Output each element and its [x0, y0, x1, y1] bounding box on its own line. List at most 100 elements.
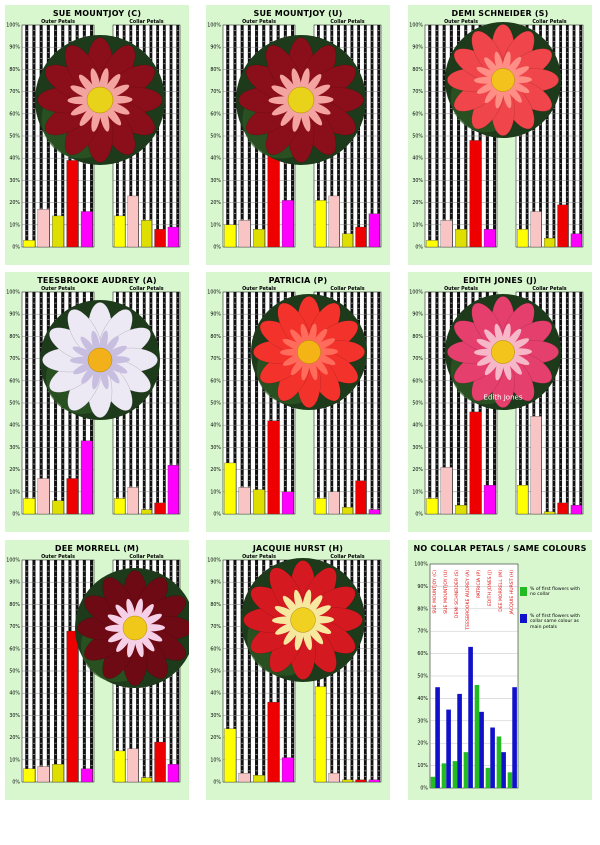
y-tick-label: 100%: [409, 290, 423, 296]
bar: [355, 226, 367, 248]
bar: [80, 211, 93, 248]
y-tick-label: 20%: [9, 467, 20, 473]
y-tick-label: 50%: [9, 401, 20, 407]
y-tick-label: 0%: [12, 512, 20, 518]
y-tick-label: 70%: [210, 356, 221, 362]
bar: [167, 226, 179, 248]
y-tick-label: 10%: [9, 222, 20, 228]
y-tick-label: 0%: [213, 512, 221, 518]
y-tick-label: 100%: [207, 290, 221, 296]
y-tick-label: 40%: [412, 423, 423, 429]
chart-panel: EDITH JONES (J) 0% 10% 20% 30% 40% 50% 60% 70% 8…: [408, 272, 592, 532]
y-tick-label: 50%: [412, 401, 423, 407]
y-tick-label: 90%: [412, 45, 423, 51]
y-tick-label: 30%: [210, 178, 221, 184]
y-tick-label: 10%: [9, 489, 20, 495]
y-tick-label: 10%: [210, 489, 221, 495]
bar: [23, 498, 36, 515]
y-tick-label: 50%: [9, 134, 20, 140]
bar: [37, 209, 50, 248]
y-tick-label: 60%: [210, 111, 221, 117]
y-tick-label: 60%: [412, 111, 423, 117]
chart-title: SUE MOUNTJOY (C): [52, 9, 142, 18]
y-tick-label: 10%: [210, 222, 221, 228]
bar: [114, 498, 126, 515]
flower-center: [86, 86, 114, 114]
y-tick-label: 30%: [412, 445, 423, 451]
chart-plot: 0% 10% 20% 30% 40% 50% 60% 70% 80% 90% 100% Outer P…: [409, 19, 584, 251]
y-tick-label: 50%: [210, 134, 221, 140]
bar: [37, 478, 50, 515]
subchart-label: Collar Petals: [330, 286, 364, 292]
bar: [315, 200, 327, 248]
y-tick-label: 80%: [412, 334, 423, 340]
bar: [267, 420, 280, 515]
y-tick-label: 0%: [213, 245, 221, 251]
bar: [224, 224, 237, 248]
y-tick-label: 20%: [412, 200, 423, 206]
y-tick-label: 70%: [412, 356, 423, 362]
bar: [355, 480, 367, 515]
bar: [224, 462, 237, 515]
y-tick-label: 80%: [412, 67, 423, 73]
subchart-label: Outer Petals: [242, 286, 276, 292]
bar: [426, 498, 439, 515]
chart-title: PATRICIA (P): [268, 276, 328, 285]
bar: [368, 509, 380, 515]
bar: [66, 478, 79, 515]
bar: [368, 213, 380, 248]
chart-title: SUE MOUNTJOY (U): [253, 9, 343, 18]
subchart-label: Outer Petals: [444, 19, 478, 25]
bar: [328, 195, 340, 248]
flower-photo: [445, 22, 561, 138]
chart-panel: TEESBROOKE AUDREY (A) 0% 10% 20% 30% 40% 50% 6…: [5, 272, 189, 532]
y-tick-label: 60%: [412, 378, 423, 384]
bar: [52, 500, 64, 515]
bar: [440, 220, 453, 248]
bar: [140, 509, 153, 515]
bar: [114, 215, 126, 248]
chart-title: DEMI SCHNEIDER (S): [451, 9, 549, 18]
chart-plot: 0% 10% 20% 30% 40% 50% 60% 70% 80% 90% 100% Outer P…: [6, 19, 181, 251]
chart-plot: 0% 10% 20% 30% 40% 50% 60% 70% 80% 90% 100% Outer P…: [207, 19, 382, 251]
y-tick-label: 20%: [412, 467, 423, 473]
bar: [426, 240, 439, 248]
y-tick-label: 90%: [9, 312, 20, 318]
y-tick-label: 0%: [415, 512, 423, 518]
y-tick-label: 30%: [210, 445, 221, 451]
y-tick-label: 30%: [9, 178, 20, 184]
subchart-label: Collar Petals: [129, 286, 163, 292]
y-tick-label: 90%: [412, 312, 423, 318]
y-tick-label: 40%: [412, 156, 423, 162]
subchart-label: Outer Petals: [41, 286, 75, 292]
flower-center: [491, 68, 515, 92]
bar: [455, 229, 467, 248]
y-tick-label: 40%: [9, 423, 20, 429]
flower-photo: [236, 35, 366, 165]
y-tick-label: 30%: [412, 178, 423, 184]
y-tick-label: 40%: [9, 156, 20, 162]
y-tick-label: 60%: [210, 378, 221, 384]
y-tick-label: 80%: [9, 67, 20, 73]
bar: [52, 215, 64, 248]
chart-panel: DEMI SCHNEIDER (S) 0% 10% 20% 30% 40% 50% 60% 7…: [408, 5, 592, 265]
bar: [154, 502, 166, 515]
bar: [455, 504, 467, 515]
y-tick-label: 80%: [9, 334, 20, 340]
y-tick-label: 100%: [6, 290, 20, 296]
bar: [483, 229, 496, 248]
bar: [440, 467, 453, 515]
subchart-label: Outer Petals: [444, 286, 478, 292]
chart-plot: 0% 10% 20% 30% 40% 50% 60% 70% 80% 90% 100% Outer P…: [409, 286, 584, 518]
bar: [341, 233, 354, 248]
bar: [543, 237, 556, 248]
bar: [238, 220, 251, 248]
y-tick-label: 60%: [9, 378, 20, 384]
bar: [253, 229, 265, 248]
y-tick-label: 40%: [210, 156, 221, 162]
y-tick-label: 80%: [210, 334, 221, 340]
bar: [557, 204, 569, 248]
y-tick-label: 20%: [210, 200, 221, 206]
y-tick-label: 70%: [210, 89, 221, 95]
flower-center: [87, 347, 113, 373]
